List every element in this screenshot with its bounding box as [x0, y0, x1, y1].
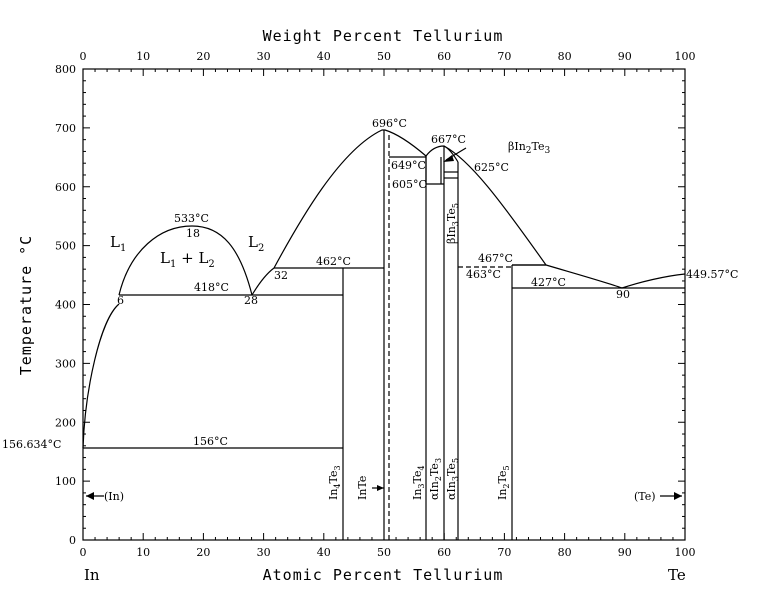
label-418: 418°C: [194, 281, 229, 294]
label-649: 649°C: [391, 159, 426, 172]
label-l2: L2: [248, 233, 264, 254]
top-tick-label: 0: [80, 50, 87, 63]
in-arrowhead: [86, 492, 94, 500]
phase-boundaries: [82, 129, 686, 540]
label-605: 605°C: [392, 178, 427, 191]
top-tick-label: 20: [196, 50, 210, 63]
label-l1: L1: [110, 233, 126, 254]
y-tick-label: 800: [55, 63, 76, 76]
label-625: 625°C: [474, 161, 509, 174]
label-696: 696°C: [372, 117, 407, 130]
label-667: 667°C: [431, 133, 466, 146]
y-tick-label: 100: [55, 475, 76, 488]
y-axis-title: Temperature °C: [17, 235, 35, 375]
b-in2te3-arrowhead: [443, 155, 454, 162]
x-tick-label: 20: [196, 546, 210, 559]
label-a-in3te5: αIn3Te5: [445, 458, 460, 500]
y-tick-label: 400: [55, 299, 76, 312]
label-in3te4: In3Te4: [411, 465, 426, 500]
label-156: 156°C: [193, 435, 228, 448]
y-tick-label: 700: [55, 122, 76, 135]
label-a-in2te3: αIn2Te3: [428, 458, 443, 500]
label-6: 6: [117, 294, 124, 307]
x-tick-label: 40: [317, 546, 331, 559]
label-449: 449.57°C: [686, 268, 738, 281]
y-tick-label: 500: [55, 240, 76, 253]
label-467: 467°C: [478, 252, 513, 265]
liquidus-in-side: [82, 303, 120, 449]
top-tick-label: 70: [497, 50, 511, 63]
x-tick-label: 50: [377, 546, 391, 559]
x-tick-label: 60: [437, 546, 451, 559]
x-tick-label: 80: [558, 546, 572, 559]
label-28: 28: [244, 294, 258, 307]
label-156634: 156.634°C: [2, 438, 61, 451]
te-arrowhead: [674, 492, 682, 500]
label-463: 463°C: [466, 268, 501, 281]
x-tick-label: 100: [675, 546, 696, 559]
phase-labels: L1 L2 L1 + L2 (In) (Te) In4Te3 InTe In3T…: [104, 140, 656, 503]
liquidus-te-rich: [443, 145, 547, 266]
top-tick-label: 10: [136, 50, 150, 63]
label-inte: InTe: [356, 476, 369, 500]
top-tick-label: 80: [558, 50, 572, 63]
label-32: 32: [274, 269, 288, 282]
point-labels: 533°C 18 6 28 418°C 32 462°C 696°C 649°C…: [2, 117, 738, 451]
y-tick-label: 300: [55, 357, 76, 370]
label-533: 533°C: [174, 212, 209, 225]
element-right-label: Te: [668, 566, 686, 584]
label-in2te5: In2Te5: [496, 465, 511, 500]
element-left-label: In: [84, 566, 100, 584]
top-tick-label: 30: [257, 50, 271, 63]
y-tick-label: 0: [69, 534, 76, 547]
x-tick-label: 0: [80, 546, 87, 559]
label-l1-sub: 1: [120, 243, 126, 254]
x-tick-label: 30: [257, 546, 271, 559]
liquidus-inte-dome: [273, 129, 427, 269]
label-in4te3: In4Te3: [327, 465, 342, 500]
label-462: 462°C: [316, 255, 351, 268]
x-tick-label: 70: [497, 546, 511, 559]
label-l2-sub: 2: [258, 243, 264, 254]
top-tick-label: 90: [618, 50, 632, 63]
top-axis-title: Weight Percent Tellurium: [263, 27, 504, 45]
y-tick-label: 600: [55, 181, 76, 194]
label-b-in3te5: βIn3Te5: [445, 203, 460, 244]
top-tick-label: 100: [675, 50, 696, 63]
label-in-side: (In): [104, 490, 124, 503]
miscibility-gap-dome: [118, 225, 253, 296]
label-b-in2te3: βIn2Te3: [508, 140, 551, 156]
bottom-axis-title: Atomic Percent Tellurium: [263, 566, 504, 584]
liquidus-l2-segment: [251, 267, 275, 296]
label-te-side: (Te): [634, 490, 656, 503]
label-427: 427°C: [531, 276, 566, 289]
label-18: 18: [186, 227, 200, 240]
label-90: 90: [616, 288, 630, 301]
top-tick-label: 50: [377, 50, 391, 63]
inte-arrowhead: [377, 485, 384, 491]
x-tick-label: 90: [618, 546, 632, 559]
top-tick-label: 60: [437, 50, 451, 63]
top-tick-label: 40: [317, 50, 331, 63]
x-tick-label: 10: [136, 546, 150, 559]
y-tick-label: 200: [55, 416, 76, 429]
label-l1l2: L1 + L2: [160, 249, 215, 270]
